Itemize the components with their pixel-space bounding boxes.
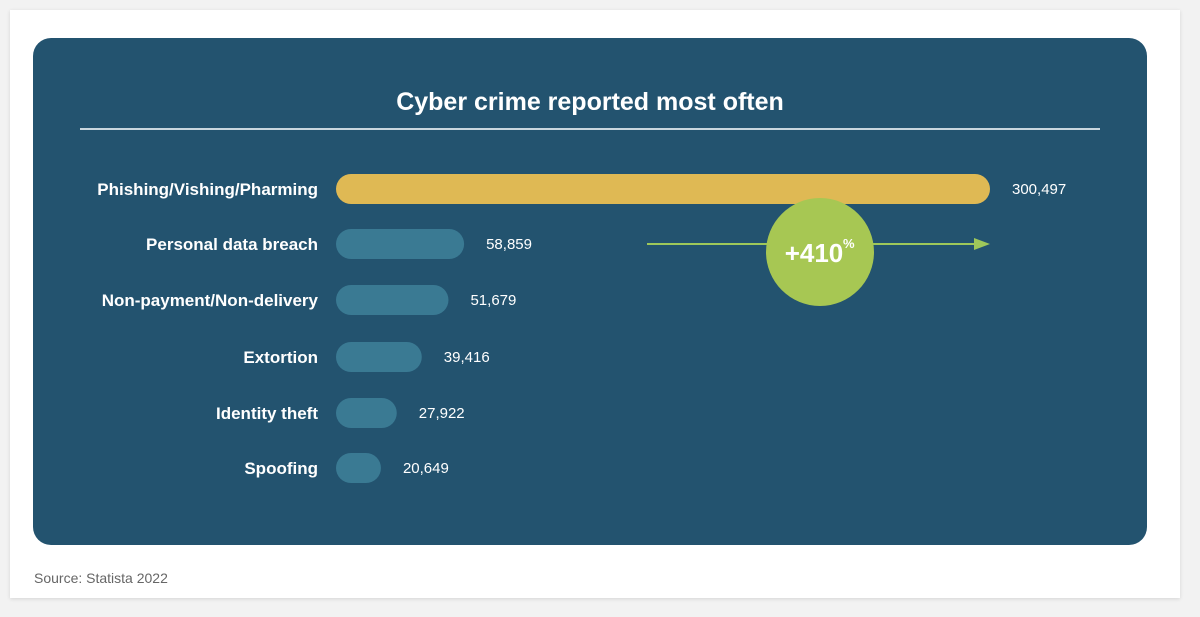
title-divider: [80, 128, 1100, 130]
chart-title: Cyber crime reported most often: [396, 88, 784, 116]
bar: [336, 453, 381, 483]
value-label: 39,416: [444, 349, 490, 366]
category-label: Spoofing: [244, 459, 318, 478]
bar: [336, 229, 465, 259]
category-label: Personal data breach: [146, 235, 318, 254]
value-label: 51,679: [470, 292, 516, 309]
growth-arrow-head: [974, 238, 990, 250]
growth-badge-value: +410: [785, 238, 844, 268]
category-label: Extortion: [243, 348, 318, 367]
value-label: 20,649: [403, 460, 449, 477]
bar: [336, 174, 990, 204]
category-label: Phishing/Vishing/Pharming: [97, 180, 318, 199]
category-label: Identity theft: [216, 404, 318, 423]
bar: [336, 398, 397, 428]
category-label: Non-payment/Non-delivery: [102, 291, 319, 310]
growth-badge: [766, 198, 874, 306]
source-note: Source: Statista 2022: [34, 570, 168, 586]
value-label: 300,497: [1012, 181, 1066, 198]
growth-badge-unit: %: [843, 236, 855, 251]
value-label: 58,859: [486, 236, 532, 253]
chart-panel: [33, 38, 1147, 545]
bar: [336, 285, 449, 315]
value-label: 27,922: [419, 405, 465, 422]
bar: [336, 342, 422, 372]
